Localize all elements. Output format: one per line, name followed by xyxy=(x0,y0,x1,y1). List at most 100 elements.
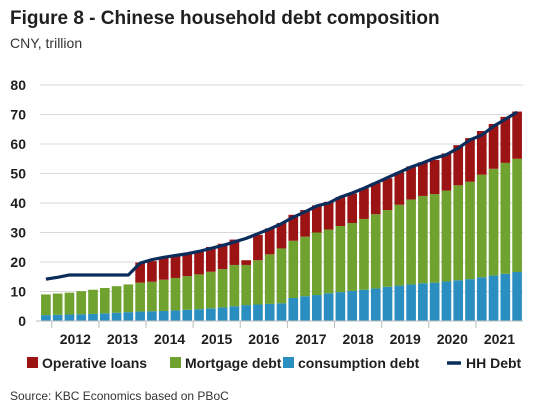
hh-debt-line-layer xyxy=(45,110,518,281)
bar-mortgage-debt xyxy=(394,204,405,286)
bar-mortgage-debt xyxy=(217,269,228,308)
legend-label-operative-loans: Operative loans xyxy=(42,355,147,371)
x-tick-label: 2012 xyxy=(60,331,91,347)
bar-consumption-debt xyxy=(205,308,216,321)
bar-consumption-debt xyxy=(312,295,322,321)
bar-mortgage-debt xyxy=(300,236,310,297)
bar-consumption-debt xyxy=(323,293,334,321)
bar-operative-loans xyxy=(229,239,240,265)
bar-consumption-debt xyxy=(52,314,63,321)
bar-mortgage-debt xyxy=(335,226,346,293)
bar-mortgage-debt xyxy=(288,240,299,298)
bar-operative-loans xyxy=(370,182,381,215)
bar-operative-loans xyxy=(441,153,452,191)
bar-operative-loans xyxy=(205,246,216,272)
bar-consumption-debt xyxy=(441,281,452,321)
bar-operative-loans xyxy=(476,131,487,175)
bar-operative-loans xyxy=(418,162,428,196)
y-tick-label: 60 xyxy=(10,136,26,152)
y-tick-label: 50 xyxy=(10,166,26,182)
bar-consumption-debt xyxy=(217,307,228,321)
bar-operative-loans xyxy=(135,262,145,283)
y-tick-label: 30 xyxy=(10,225,26,241)
bar-consumption-debt xyxy=(512,272,522,321)
bar-operative-loans xyxy=(170,256,181,278)
bar-mortgage-debt xyxy=(488,168,499,276)
x-tick-label: 2016 xyxy=(248,331,279,347)
bar-mortgage-debt xyxy=(512,158,522,273)
bar-mortgage-debt xyxy=(264,254,275,304)
source-note: Source: KBC Economics based on PBoC xyxy=(10,389,229,403)
x-tick-label: 2017 xyxy=(295,331,326,347)
x-tick-label: 2013 xyxy=(107,331,138,347)
bar-mortgage-debt xyxy=(476,174,487,278)
bar-operative-loans xyxy=(300,210,310,237)
bar-consumption-debt xyxy=(500,273,511,321)
bar-operative-loans xyxy=(429,159,440,195)
legend: Operative loans Mortgage debt consumption … xyxy=(27,355,522,371)
bar-consumption-debt xyxy=(300,296,310,321)
bar-consumption-debt xyxy=(382,286,393,321)
bar-mortgage-debt xyxy=(359,218,369,290)
y-tick-label: 20 xyxy=(10,254,26,270)
bar-consumption-debt xyxy=(418,283,428,321)
bar-consumption-debt xyxy=(465,279,475,321)
bar-operative-loans xyxy=(323,201,334,230)
y-tick-label: 80 xyxy=(10,77,26,93)
bar-mortgage-debt xyxy=(135,282,145,312)
bar-operative-loans xyxy=(453,145,464,186)
chart-subtitle: CNY, trillion xyxy=(10,35,83,51)
bar-operative-loans xyxy=(335,197,346,227)
bar-consumption-debt xyxy=(41,315,51,321)
y-tick-label: 40 xyxy=(10,195,26,211)
x-tick-label: 2015 xyxy=(201,331,232,347)
bar-operative-loans xyxy=(465,138,475,182)
bar-mortgage-debt xyxy=(418,195,428,284)
bar-consumption-debt xyxy=(335,292,346,321)
bar-consumption-debt xyxy=(64,314,75,321)
bar-consumption-debt xyxy=(76,314,87,321)
bar-consumption-debt xyxy=(406,284,416,321)
bar-consumption-debt xyxy=(488,275,499,321)
bar-consumption-debt xyxy=(194,309,204,321)
bar-consumption-debt xyxy=(123,312,134,321)
legend-swatch-operative-loans xyxy=(27,357,38,368)
bar-operative-loans xyxy=(194,250,204,275)
bar-mortgage-debt xyxy=(52,293,63,315)
y-tick-label: 10 xyxy=(10,284,26,300)
bar-operative-loans xyxy=(182,253,193,277)
bar-consumption-debt xyxy=(359,289,369,321)
bar-consumption-debt xyxy=(182,309,193,321)
bar-mortgage-debt xyxy=(182,276,193,310)
bar-mortgage-debt xyxy=(229,264,240,307)
bar-mortgage-debt xyxy=(253,260,263,305)
bar-mortgage-debt xyxy=(158,279,169,311)
bar-consumption-debt xyxy=(158,310,169,321)
bar-consumption-debt xyxy=(276,303,287,321)
bar-mortgage-debt xyxy=(111,286,122,313)
bar-consumption-debt xyxy=(99,313,110,321)
bar-mortgage-debt xyxy=(170,277,181,311)
bar-operative-loans xyxy=(488,123,499,169)
legend-label-consumption-debt: consumption debt xyxy=(298,355,420,371)
bar-operative-loans xyxy=(359,188,369,219)
bar-mortgage-debt xyxy=(406,199,416,285)
bar-mortgage-debt xyxy=(64,292,75,315)
bar-mortgage-debt xyxy=(194,274,204,310)
bar-consumption-debt xyxy=(288,297,299,321)
bar-consumption-debt xyxy=(347,290,358,321)
bar-operative-loans xyxy=(394,172,405,205)
x-tick-label: 2020 xyxy=(437,331,468,347)
bar-operative-loans xyxy=(382,178,393,211)
x-axis: 2012 2013 2014 2015 2016 2017 2018 2019 2020 2021 xyxy=(51,321,515,347)
bar-mortgage-debt xyxy=(88,289,98,314)
bar-operative-loans xyxy=(347,193,358,224)
bar-consumption-debt xyxy=(111,312,122,321)
x-tick-label: 2019 xyxy=(390,331,421,347)
bar-mortgage-debt xyxy=(347,223,358,291)
bar-mortgage-debt xyxy=(123,284,134,313)
legend-swatch-consumption-debt xyxy=(283,357,294,368)
bar-consumption-debt xyxy=(453,280,464,321)
legend-label-hh-debt: HH Debt xyxy=(466,355,522,371)
